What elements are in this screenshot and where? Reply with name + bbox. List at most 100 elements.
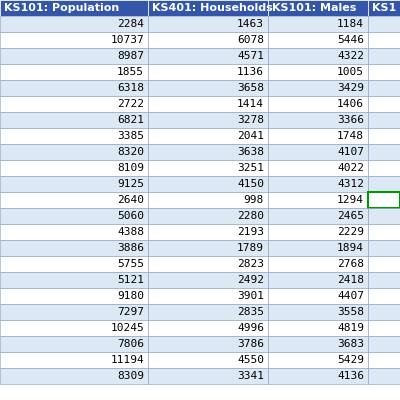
Bar xyxy=(268,160,368,176)
Bar xyxy=(148,304,268,320)
Text: 3886: 3886 xyxy=(117,243,144,253)
Text: 4550: 4550 xyxy=(237,355,264,365)
Bar xyxy=(0,352,148,368)
Text: 2640: 2640 xyxy=(117,195,144,205)
Bar xyxy=(268,224,368,240)
Bar xyxy=(148,128,268,144)
Text: 4022: 4022 xyxy=(337,163,364,173)
Bar xyxy=(268,352,368,368)
Bar xyxy=(368,304,400,320)
Bar xyxy=(268,256,368,272)
Bar xyxy=(368,176,400,192)
Bar xyxy=(0,304,148,320)
Text: 4150: 4150 xyxy=(237,179,264,189)
Bar xyxy=(0,112,148,128)
Text: KS1: KS1 xyxy=(372,3,396,13)
Text: KS101: Males: KS101: Males xyxy=(272,3,356,13)
Bar xyxy=(0,224,148,240)
Bar xyxy=(148,64,268,80)
Text: 2284: 2284 xyxy=(117,19,144,29)
Bar xyxy=(148,80,268,96)
Bar xyxy=(268,208,368,224)
Text: 2465: 2465 xyxy=(337,211,364,221)
Bar xyxy=(368,128,400,144)
Bar xyxy=(268,96,368,112)
Bar xyxy=(268,16,368,32)
Bar xyxy=(0,336,148,352)
Bar xyxy=(0,208,148,224)
Bar xyxy=(0,320,148,336)
Text: 3558: 3558 xyxy=(337,307,364,317)
Bar xyxy=(148,256,268,272)
Text: 6318: 6318 xyxy=(117,83,144,93)
Text: 9180: 9180 xyxy=(117,291,144,301)
Bar xyxy=(148,240,268,256)
Text: 4107: 4107 xyxy=(337,147,364,157)
Text: 2722: 2722 xyxy=(117,99,144,109)
Bar xyxy=(0,368,148,384)
Text: 4136: 4136 xyxy=(337,371,364,381)
Bar xyxy=(0,16,148,32)
Text: 8309: 8309 xyxy=(117,371,144,381)
Text: 3251: 3251 xyxy=(237,163,264,173)
Text: 10737: 10737 xyxy=(110,35,144,45)
Bar xyxy=(268,320,368,336)
Text: 3786: 3786 xyxy=(237,339,264,349)
Bar xyxy=(368,144,400,160)
Bar xyxy=(148,16,268,32)
Bar xyxy=(0,288,148,304)
Text: 1789: 1789 xyxy=(237,243,264,253)
Text: 8987: 8987 xyxy=(117,51,144,61)
Text: 7297: 7297 xyxy=(117,307,144,317)
Bar xyxy=(148,336,268,352)
Text: 4996: 4996 xyxy=(237,323,264,333)
Bar xyxy=(368,256,400,272)
Bar xyxy=(148,320,268,336)
Bar xyxy=(0,192,148,208)
Text: 2229: 2229 xyxy=(337,227,364,237)
Text: 1748: 1748 xyxy=(337,131,364,141)
Bar xyxy=(368,16,400,32)
Bar xyxy=(0,0,148,16)
Bar xyxy=(148,96,268,112)
Bar xyxy=(268,0,368,16)
Text: 2768: 2768 xyxy=(337,259,364,269)
Text: 5446: 5446 xyxy=(337,35,364,45)
Bar xyxy=(0,256,148,272)
Text: 2418: 2418 xyxy=(337,275,364,285)
Bar xyxy=(368,112,400,128)
Text: 2835: 2835 xyxy=(237,307,264,317)
Text: 10245: 10245 xyxy=(110,323,144,333)
Text: 3278: 3278 xyxy=(237,115,264,125)
Bar xyxy=(268,144,368,160)
Bar xyxy=(148,272,268,288)
Text: 1406: 1406 xyxy=(337,99,364,109)
Text: 1294: 1294 xyxy=(337,195,364,205)
Bar xyxy=(368,64,400,80)
Bar xyxy=(268,336,368,352)
Text: 2823: 2823 xyxy=(237,259,264,269)
Bar xyxy=(148,144,268,160)
Text: 4407: 4407 xyxy=(337,291,364,301)
Text: 3366: 3366 xyxy=(337,115,364,125)
Bar xyxy=(0,144,148,160)
Bar xyxy=(148,192,268,208)
Bar xyxy=(0,80,148,96)
Bar xyxy=(0,128,148,144)
Bar xyxy=(268,368,368,384)
Bar xyxy=(268,272,368,288)
Bar xyxy=(368,48,400,64)
Bar xyxy=(268,64,368,80)
Text: 1894: 1894 xyxy=(337,243,364,253)
Bar xyxy=(368,320,400,336)
Text: 1184: 1184 xyxy=(337,19,364,29)
Bar xyxy=(368,336,400,352)
Bar xyxy=(0,48,148,64)
Bar xyxy=(368,80,400,96)
Text: 1005: 1005 xyxy=(337,67,364,77)
Text: 9125: 9125 xyxy=(117,179,144,189)
Bar xyxy=(368,240,400,256)
Text: 3429: 3429 xyxy=(337,83,364,93)
Bar xyxy=(268,128,368,144)
Text: KS401: Households: KS401: Households xyxy=(152,3,273,13)
